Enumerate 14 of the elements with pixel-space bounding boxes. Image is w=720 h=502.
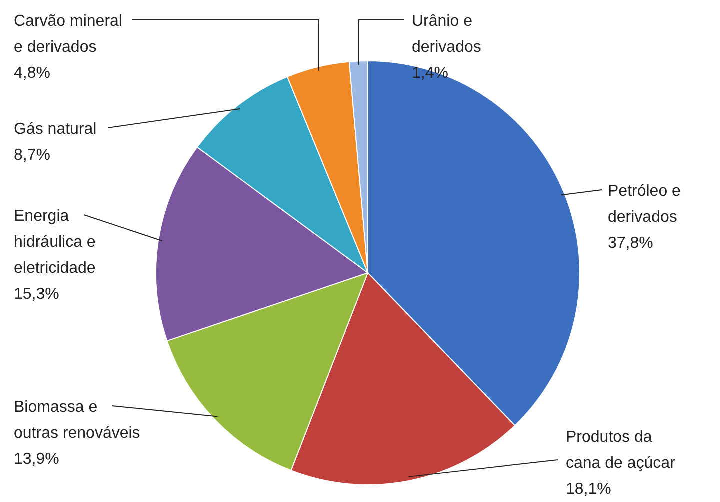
data-label: 18,1% bbox=[566, 481, 612, 498]
data-label: 8,7% bbox=[14, 147, 50, 164]
data-label: 15,3% bbox=[14, 286, 60, 303]
data-label: 37,8% bbox=[608, 235, 654, 252]
slice-label: Petróleo e derivados bbox=[608, 183, 682, 226]
slice-label: Energia hidráulica e eletricidade bbox=[14, 208, 96, 277]
data-label: 1,4% bbox=[412, 65, 448, 82]
slice-label: Biomassa e outras renováveis bbox=[14, 399, 140, 442]
slice-label: Carvão mineral e derivados bbox=[14, 13, 122, 56]
slice-label: Gás natural bbox=[14, 121, 97, 138]
slice-label: Produtos da cana de açúcar bbox=[566, 429, 676, 472]
data-label: 13,9% bbox=[14, 451, 60, 468]
data-label: 4,8% bbox=[14, 65, 50, 82]
slice-label: Urânio e derivados bbox=[412, 13, 482, 56]
